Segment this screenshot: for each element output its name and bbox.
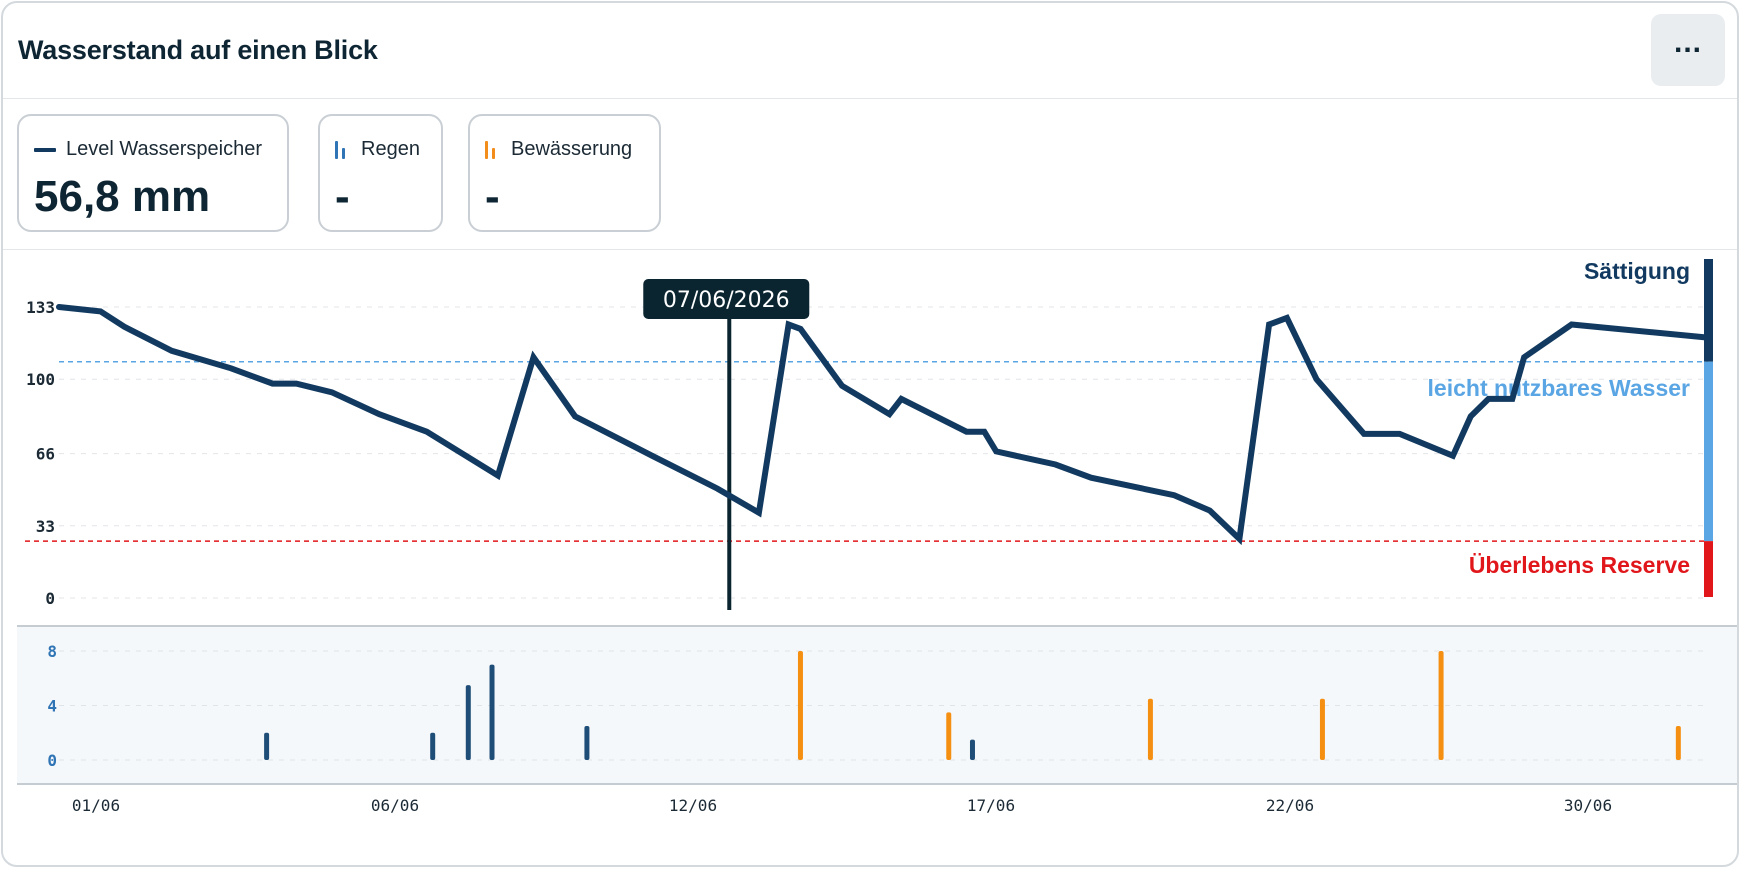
x-tick-label: 06/06: [371, 796, 419, 815]
y-tick-label: 0: [45, 589, 55, 608]
irrigation-bar: [1319, 698, 1325, 760]
y-tick-label: 66: [36, 445, 55, 464]
irrigation-bar: [946, 712, 952, 760]
rain-value: -: [335, 172, 350, 221]
irrigation-label-text: Bewässerung: [511, 138, 633, 160]
bar-y-tick-label: 8: [47, 642, 57, 661]
level-label-text: Level Wasserspeicher: [66, 138, 263, 160]
stat-label-rain: Regen: [335, 138, 420, 161]
rain-bar: [584, 725, 590, 760]
bar-y-tick-label: 4: [47, 697, 57, 716]
stat-label-irrigation: Bewässerung: [485, 138, 632, 161]
more-options-button[interactable]: ...: [1651, 14, 1725, 86]
y-tick-label: 33: [36, 517, 55, 536]
water-level-chart[interactable]: 133 100 66 33 0 8 4 0 01/06 06/06 12/06 17/06 22/06 3…: [3, 3, 1739, 867]
rain-bar: [430, 732, 436, 760]
irrigation-value: -: [485, 172, 500, 221]
stats-row: Level Wasserspeicher 56,8 mm Regen - Bew…: [3, 99, 1737, 250]
x-tick-label: 01/06: [72, 796, 120, 815]
reserve-label: Überlebens Reserve: [1469, 552, 1690, 578]
easy-water-zone-bar: [1704, 361, 1713, 542]
level-series-line: [56, 304, 1711, 546]
rain-bar: [465, 685, 471, 760]
reserve-zone-bar: [1704, 541, 1713, 597]
bar-panel-end-marker: [1738, 758, 1739, 762]
y-tick-label: 100: [26, 370, 55, 389]
y-tick-label: 133: [26, 298, 55, 317]
bar-y-tick-label: 0: [47, 751, 57, 770]
saturation-zone-bar: [1704, 259, 1713, 362]
rain-bar: [264, 732, 270, 760]
irrigation-bar: [1675, 725, 1681, 760]
tooltip-box: [643, 279, 810, 319]
x-tick-label: 22/06: [1266, 796, 1314, 815]
level-value: 56,8 mm: [34, 172, 211, 221]
x-tick-label: 12/06: [669, 796, 717, 815]
irrigation-bar: [1438, 651, 1444, 760]
tooltip-date: 07/06/2026: [663, 288, 790, 313]
stat-label-level: Level Wasserspeicher: [34, 138, 262, 161]
widget-title: Wasserstand auf einen Blick: [18, 35, 378, 65]
x-tick-label: 17/06: [967, 796, 1015, 815]
irrigation-bars-icon: [485, 140, 499, 159]
rain-bar: [489, 664, 495, 760]
rain-bars-icon: [335, 140, 349, 159]
irrigation-bar: [1147, 698, 1153, 760]
stat-card-irrigation[interactable]: Bewässerung -: [468, 114, 661, 232]
x-tick-label: 30/06: [1564, 796, 1612, 815]
rain-label-text: Regen: [361, 138, 420, 160]
stat-card-level[interactable]: Level Wasserspeicher 56,8 mm: [17, 114, 289, 232]
more-horizontal-icon: ...: [1673, 26, 1702, 59]
saturation-label: Sättigung: [1584, 258, 1690, 284]
stat-card-rain[interactable]: Regen -: [318, 114, 443, 232]
rain-bar: [969, 739, 975, 760]
widget-header: Wasserstand auf einen Blick ...: [3, 3, 1737, 99]
line-legend-icon: [34, 147, 56, 152]
easy-water-label: leicht nutzbares Wasser: [1428, 375, 1691, 401]
irrigation-bar: [797, 651, 803, 760]
